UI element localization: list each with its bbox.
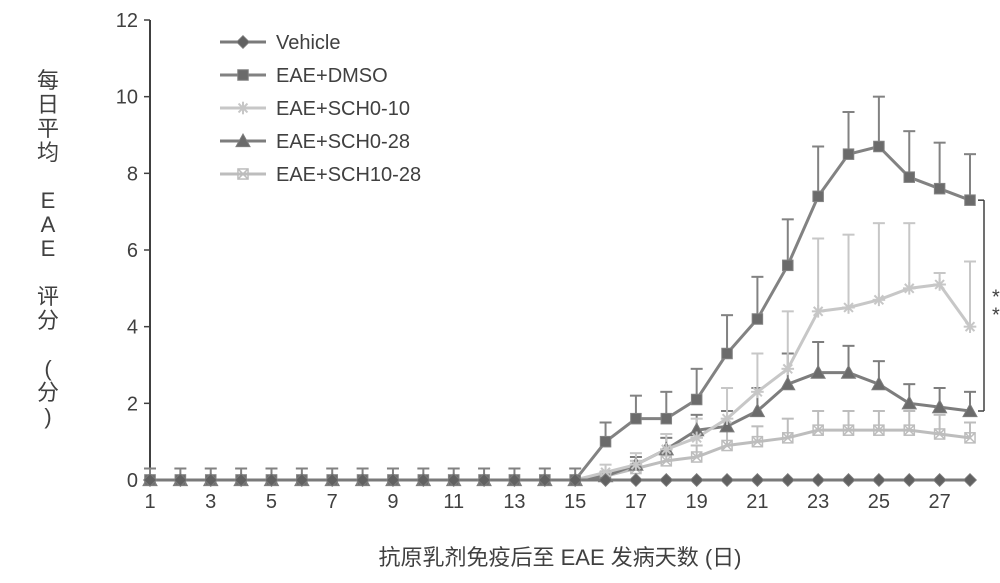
svg-text:8: 8 [127, 163, 138, 185]
svg-text:23: 23 [807, 491, 829, 513]
svg-text:4: 4 [127, 317, 138, 339]
svg-text:E: E [41, 188, 56, 213]
svg-text:25: 25 [868, 491, 890, 513]
svg-text:2: 2 [127, 393, 138, 415]
svg-text:(: ( [44, 356, 52, 381]
svg-text:每: 每 [37, 68, 59, 93]
legend-item-sch1028: EAE+SCH10-28 [220, 164, 421, 186]
svg-text:7: 7 [327, 491, 338, 513]
svg-text:评: 评 [37, 284, 59, 309]
svg-text:6: 6 [127, 240, 138, 262]
legend-item-vehicle: Vehicle [220, 32, 341, 54]
svg-text:19: 19 [686, 491, 708, 513]
svg-text:21: 21 [746, 491, 768, 513]
svg-text:均: 均 [37, 140, 59, 165]
legend-item-sch028: EAE+SCH0-28 [220, 131, 410, 153]
svg-text:*: * [992, 305, 1000, 327]
line-sch028 [150, 373, 970, 480]
svg-text:11: 11 [443, 491, 464, 513]
svg-text:EAE+SCH10-28: EAE+SCH10-28 [276, 164, 421, 186]
markers-dmso [145, 141, 976, 485]
significance-bracket [978, 200, 984, 411]
svg-text:17: 17 [625, 491, 647, 513]
line-sch1028 [150, 430, 970, 480]
svg-text:1: 1 [144, 491, 155, 513]
svg-text:日: 日 [37, 92, 59, 117]
svg-text:13: 13 [503, 491, 525, 513]
markers-sch010 [144, 278, 977, 486]
svg-text:3: 3 [205, 491, 216, 513]
chart-svg: 13579111315171921232527024681012抗原乳剂免疫后至… [0, 0, 1000, 583]
svg-text:): ) [44, 404, 51, 429]
svg-text:15: 15 [564, 491, 586, 513]
eae-score-chart: 13579111315171921232527024681012抗原乳剂免疫后至… [0, 0, 1000, 583]
svg-text:分: 分 [37, 380, 59, 405]
svg-text:E: E [41, 236, 56, 261]
svg-text:EAE+SCH0-10: EAE+SCH0-10 [276, 98, 410, 120]
svg-text:10: 10 [116, 87, 138, 109]
legend-item-sch010: EAE+SCH0-10 [220, 98, 410, 120]
svg-text:Vehicle: Vehicle [276, 32, 341, 54]
svg-text:EAE+SCH0-28: EAE+SCH0-28 [276, 131, 410, 153]
legend-item-dmso: EAE+DMSO [220, 65, 388, 87]
svg-text:0: 0 [127, 470, 138, 492]
svg-text:9: 9 [387, 491, 398, 513]
svg-text:27: 27 [929, 491, 951, 513]
svg-text:5: 5 [266, 491, 277, 513]
line-sch010 [150, 285, 970, 481]
svg-text:EAE+DMSO: EAE+DMSO [276, 65, 388, 87]
svg-text:A: A [41, 212, 56, 237]
svg-text:抗原乳剂免疫后至 EAE 发病天数 (日): 抗原乳剂免疫后至 EAE 发病天数 (日) [378, 545, 741, 570]
svg-text:分: 分 [37, 308, 59, 333]
svg-text:12: 12 [116, 10, 138, 32]
svg-text:平: 平 [37, 116, 59, 141]
